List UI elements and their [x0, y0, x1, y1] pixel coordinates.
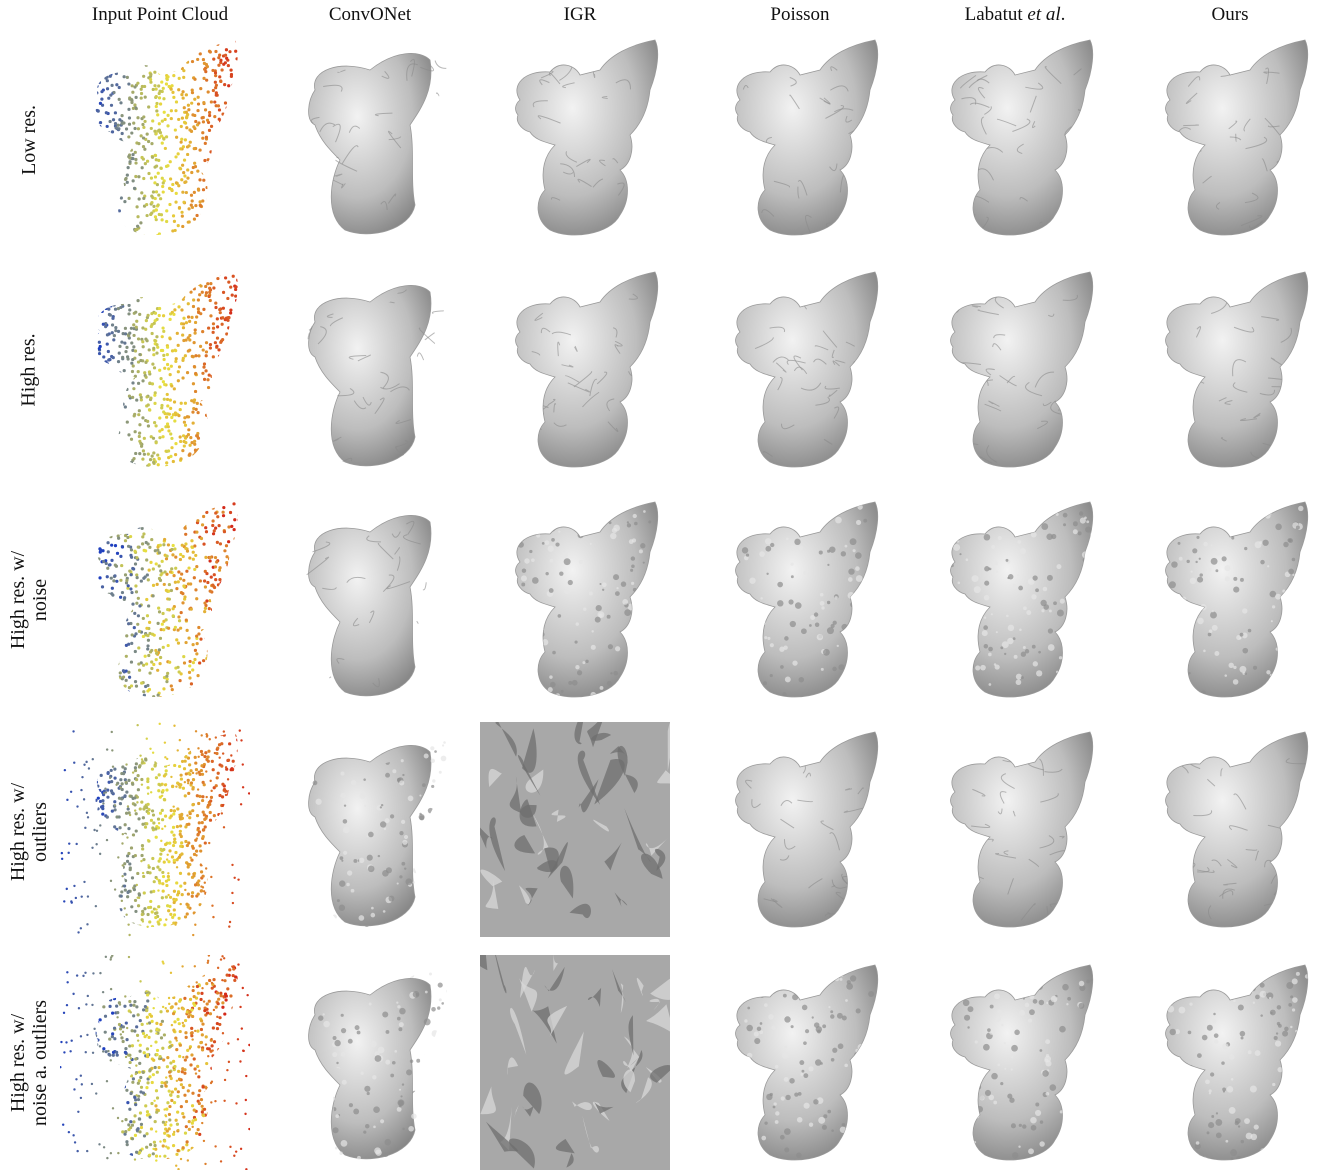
- column-header-convonet: ConvONet: [328, 4, 412, 25]
- mesh-surface: [950, 964, 1094, 1161]
- cell-high-res-noise-outliers-labatut: [915, 955, 1105, 1170]
- point-cloud-points: [95, 272, 238, 467]
- mesh-surface: [950, 39, 1094, 236]
- mesh-detail: [305, 289, 448, 463]
- mesh-surface: [950, 271, 1094, 468]
- row-label-high-res-noise-outliers: High res. w/noise a. outliers: [7, 999, 51, 1126]
- cell-high-res-poisson: [700, 262, 890, 477]
- column-header-labatut: Labatut et al.: [964, 4, 1066, 25]
- cell-high-res-noise-convonet: [270, 492, 460, 707]
- cell-high-res-noise-labatut: [915, 492, 1105, 707]
- cell-high-res-igr: [480, 262, 670, 477]
- cell-high-res-input-point-cloud: [60, 262, 250, 477]
- cell-high-res-noise-outliers-input-point-cloud: [60, 955, 250, 1170]
- degenerate-surface: [480, 722, 670, 937]
- cell-high-res-outliers-input-point-cloud: [60, 722, 250, 937]
- cell-high-res-noise-igr: [480, 492, 670, 707]
- cell-low-res-poisson: [700, 30, 890, 245]
- outlier-points: [60, 955, 250, 1170]
- mesh-surface: [515, 271, 659, 468]
- cell-high-res-ours: [1130, 262, 1320, 477]
- mesh-surface: [1165, 964, 1309, 1161]
- cell-high-res-noise-outliers-igr: [480, 955, 670, 1170]
- column-header-input-point-cloud: Input Point Cloud: [91, 4, 229, 25]
- outlier-points: [60, 722, 250, 937]
- mesh-surface: [735, 271, 879, 468]
- mesh-surface: [1165, 501, 1309, 698]
- mesh-surface: [308, 53, 432, 235]
- row-label-high-res-noise: High res. w/noise: [7, 550, 52, 649]
- cell-high-res-noise-ours: [1130, 492, 1320, 707]
- row-label-low-res: Low res.: [18, 104, 41, 175]
- mesh-surface: [515, 39, 659, 236]
- row-label-high-res-outliers: High res. w/outliers: [7, 782, 52, 882]
- cell-low-res-ours: [1130, 30, 1320, 245]
- cell-high-res-outliers-ours: [1130, 722, 1320, 937]
- mesh-surface: [735, 731, 879, 928]
- mesh-surface: [735, 39, 879, 236]
- mesh-surface: [735, 964, 879, 1161]
- row-label-high-res: High res.: [18, 332, 41, 407]
- cell-high-res-noise-outliers-ours: [1130, 955, 1320, 1170]
- cell-high-res-noise-input-point-cloud: [60, 492, 250, 707]
- cell-high-res-outliers-poisson: [700, 722, 890, 937]
- cell-high-res-outliers-convonet: [270, 722, 460, 937]
- cell-high-res-noise-outliers-convonet: [270, 955, 460, 1170]
- cell-high-res-noise-outliers-poisson: [700, 955, 890, 1170]
- column-header-igr: IGR: [563, 4, 597, 25]
- cell-high-res-convonet: [270, 262, 460, 477]
- cell-low-res-labatut: [915, 30, 1105, 245]
- cell-low-res-input-point-cloud: [60, 30, 250, 245]
- mesh-surface: [308, 978, 432, 1160]
- mesh-surface: [950, 501, 1094, 698]
- cell-high-res-noise-poisson: [700, 492, 890, 707]
- point-cloud-points: [95, 965, 238, 1160]
- mesh-surface: [308, 285, 432, 467]
- mesh-surface: [1165, 731, 1309, 928]
- mesh-detail: [954, 758, 1090, 921]
- column-header-ours: Ours: [1211, 4, 1249, 25]
- mesh-surface: [1165, 271, 1309, 468]
- cell-high-res-outliers-igr: [480, 722, 670, 937]
- mesh-surface: [515, 501, 659, 698]
- mesh-surface: [735, 501, 879, 698]
- mesh-surface: [950, 731, 1094, 928]
- point-cloud-points: [95, 502, 238, 697]
- mesh-surface: [308, 515, 432, 697]
- cell-low-res-igr: [480, 30, 670, 245]
- column-header-poisson: Poisson: [770, 4, 830, 25]
- cell-high-res-outliers-labatut: [915, 722, 1105, 937]
- point-cloud-points: [95, 40, 238, 235]
- cell-high-res-labatut: [915, 262, 1105, 477]
- cell-low-res-convonet: [270, 30, 460, 245]
